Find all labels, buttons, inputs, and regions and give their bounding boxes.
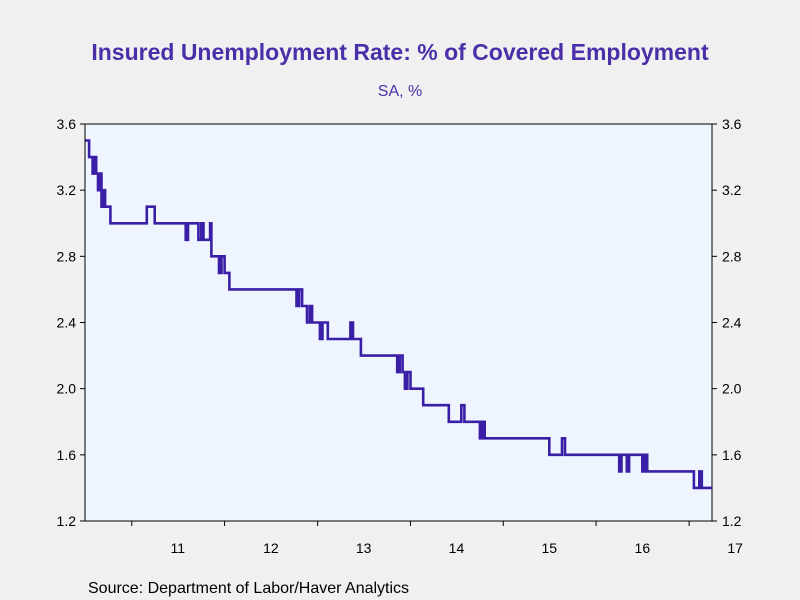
y-axis-left: 3.6 3.2 2.8 2.4 2.0 1.6 1.2 — [57, 116, 85, 529]
y-tick-label-left: 1.2 — [57, 513, 77, 529]
y-tick-label-right: 1.6 — [722, 447, 742, 463]
source-note: Source: Department of Labor/Haver Analyt… — [88, 580, 409, 597]
y-tick-label-right: 1.2 — [722, 513, 742, 529]
chart-title: Insured Unemployment Rate: % of Covered … — [91, 39, 709, 65]
y-tick-label-right: 2.8 — [722, 248, 742, 264]
x-tick-label: 15 — [541, 540, 557, 556]
y-tick-label-left: 2.0 — [57, 381, 77, 397]
x-tick-label: 14 — [449, 540, 465, 556]
y-tick-label-right: 2.0 — [722, 381, 742, 397]
series-group — [85, 139, 712, 490]
x-tick-label: 16 — [635, 540, 651, 556]
y-tick-label-left: 2.4 — [57, 315, 77, 331]
x-tick-label: 11 — [171, 540, 186, 556]
x-axis: 11 12 13 14 15 16 17 — [131, 521, 743, 556]
y-tick-label-left: 2.8 — [57, 248, 77, 264]
y-tick-label-left: 1.6 — [57, 447, 77, 463]
y-axis-right: 3.6 3.2 2.8 2.4 2.0 1.6 1.2 — [712, 116, 742, 529]
series-line — [85, 139, 712, 490]
y-tick-label-left: 3.6 — [57, 116, 77, 132]
chart-subtitle: SA, % — [378, 83, 422, 100]
y-tick-label-right: 3.6 — [722, 116, 742, 132]
y-tick-label-right: 2.4 — [722, 315, 742, 331]
x-tick-label: 12 — [263, 540, 279, 556]
x-tick-label: 13 — [356, 540, 372, 556]
y-tick-label-left: 3.2 — [57, 182, 77, 198]
x-tick-label: 17 — [727, 540, 743, 556]
y-tick-label-right: 3.2 — [722, 182, 742, 198]
